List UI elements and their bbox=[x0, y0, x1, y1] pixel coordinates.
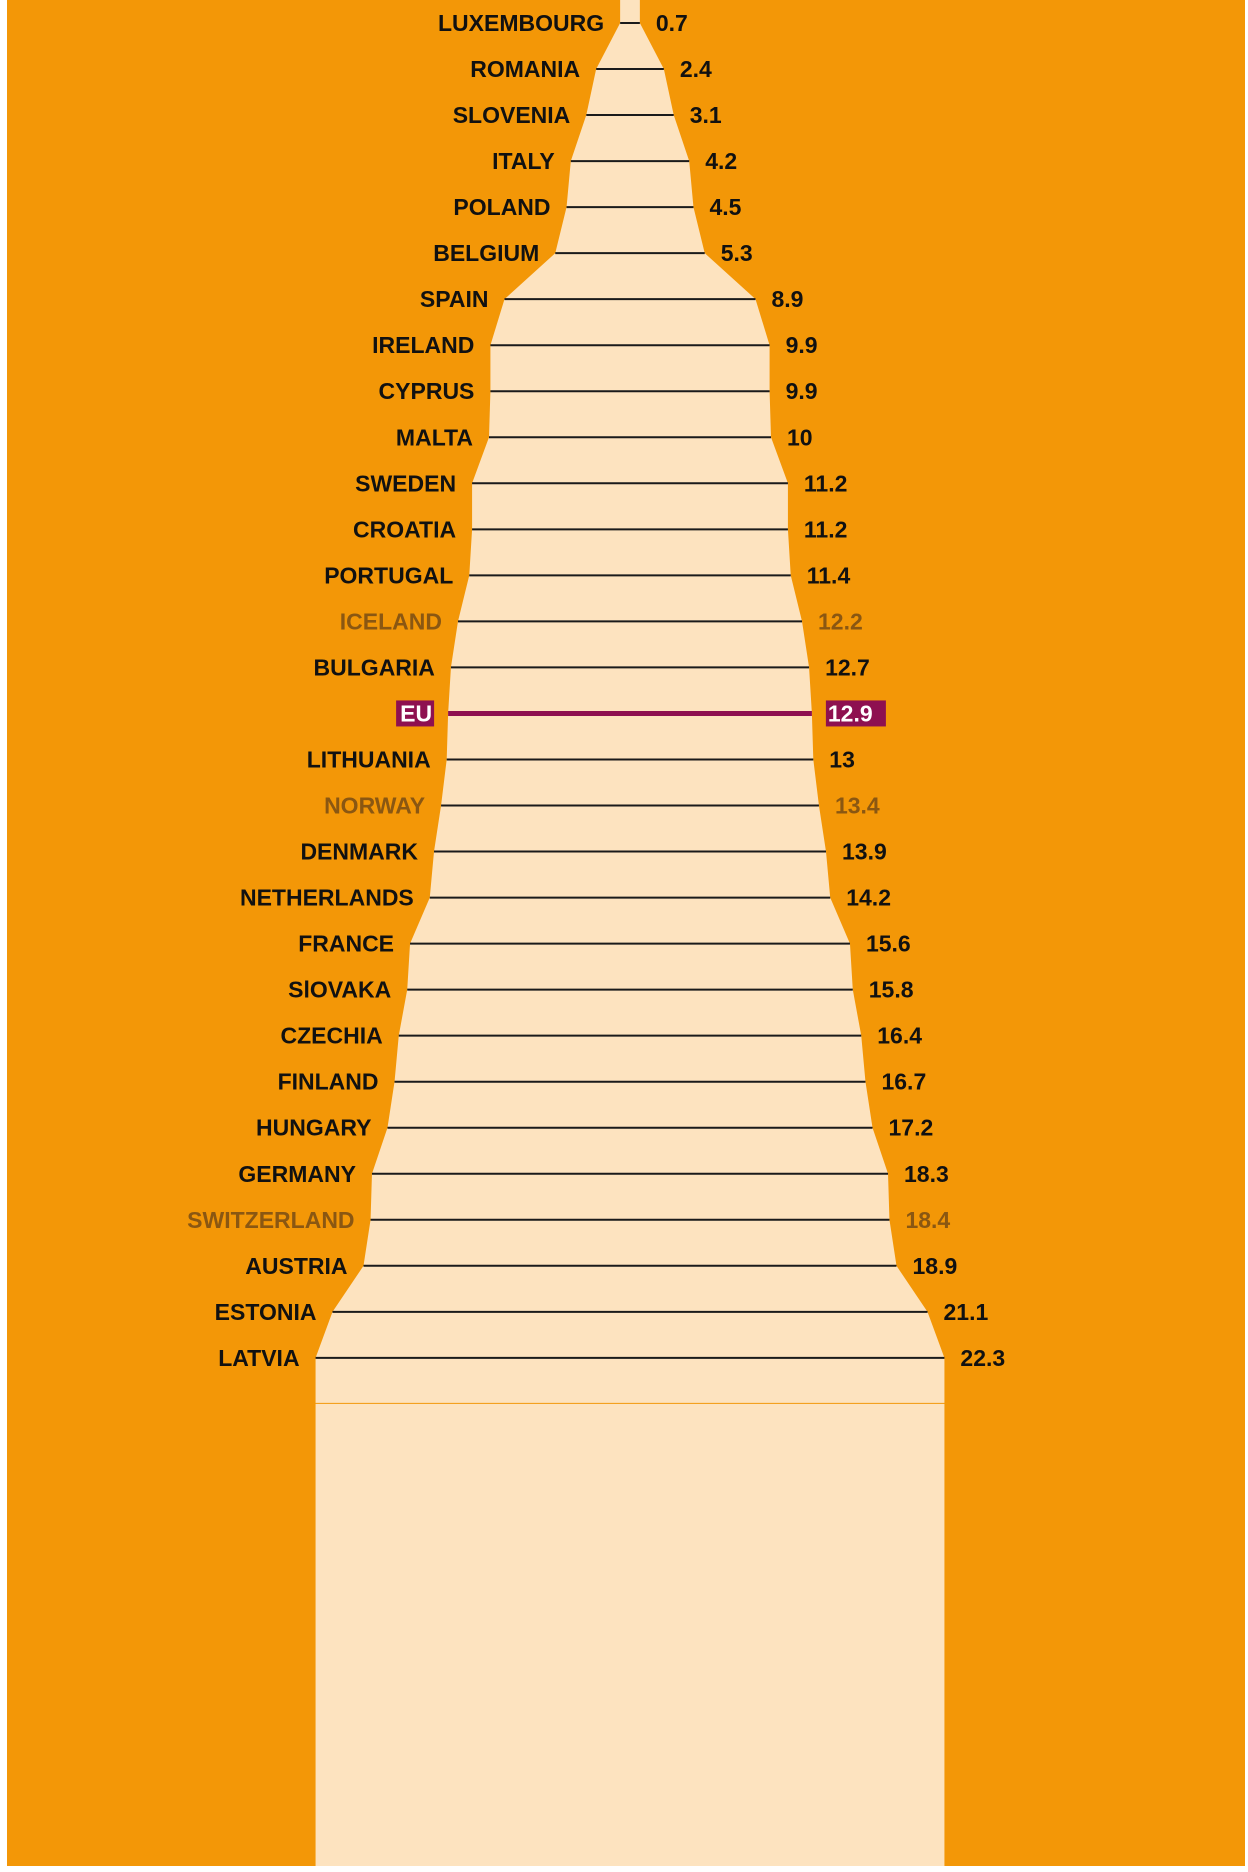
category-label: ICELAND bbox=[340, 608, 442, 634]
value-label: 4.5 bbox=[709, 194, 741, 220]
value-label: 17.2 bbox=[889, 1115, 934, 1141]
category-label: EU bbox=[400, 700, 432, 726]
category-label: ROMANIA bbox=[470, 56, 580, 82]
category-label: AUSTRIA bbox=[245, 1253, 347, 1279]
value-silhouette bbox=[315, 0, 945, 1403]
silhouette-base bbox=[315, 1403, 945, 1866]
value-label: 15.6 bbox=[866, 931, 911, 957]
value-label: 3.1 bbox=[690, 102, 722, 128]
value-label: 21.1 bbox=[944, 1299, 989, 1325]
category-label: PORTUGAL bbox=[324, 562, 453, 588]
value-label: 15.8 bbox=[869, 977, 914, 1003]
category-label: SWEDEN bbox=[355, 470, 456, 496]
category-label: CZECHIA bbox=[281, 1023, 383, 1049]
category-label: CYPRUS bbox=[379, 378, 475, 404]
value-label: 2.4 bbox=[680, 56, 712, 82]
value-label: 14.2 bbox=[846, 885, 891, 911]
value-label: 18.9 bbox=[912, 1253, 957, 1279]
value-label: 22.3 bbox=[960, 1345, 1005, 1371]
value-label: 12.9 bbox=[828, 700, 873, 726]
category-label: CROATIA bbox=[353, 516, 456, 542]
category-label: SlOVAKA bbox=[288, 977, 391, 1003]
eu-label-box bbox=[396, 700, 435, 727]
value-label: 11.2 bbox=[804, 516, 848, 542]
value-label: 12.7 bbox=[825, 654, 870, 680]
chart-marks: LUXEMBOURG 0.7 ROMANIA 2.4 SLOVENIA 3.1 ITALY 4… bbox=[187, 10, 1005, 1371]
value-label: 8.9 bbox=[771, 286, 803, 312]
value-label: 13 bbox=[829, 746, 855, 772]
value-label: 13.9 bbox=[842, 839, 887, 865]
value-label: 16.7 bbox=[881, 1069, 926, 1095]
category-label: SPAIN bbox=[420, 286, 489, 312]
category-label: LUXEMBOURG bbox=[438, 10, 604, 36]
category-label: FRANCE bbox=[298, 931, 394, 957]
value-label: 9.9 bbox=[786, 332, 818, 358]
category-label: ESTONIA bbox=[215, 1299, 317, 1325]
category-label: DENMARK bbox=[300, 839, 418, 865]
value-label: 16.4 bbox=[877, 1023, 922, 1049]
category-label: POLAND bbox=[453, 194, 550, 220]
value-label: 11.2 bbox=[804, 470, 848, 496]
category-label: HUNGARY bbox=[256, 1115, 371, 1141]
value-label: 4.2 bbox=[705, 148, 737, 174]
value-label: 18.4 bbox=[905, 1207, 950, 1233]
category-label: BULGARIA bbox=[314, 654, 435, 680]
category-label: NETHERLANDS bbox=[240, 885, 414, 911]
category-label: NORWAY bbox=[324, 793, 425, 819]
value-label: 9.9 bbox=[786, 378, 818, 404]
value-label: 12.2 bbox=[818, 608, 863, 634]
category-label: ITALY bbox=[492, 148, 555, 174]
value-label: 11.4 bbox=[807, 562, 851, 588]
value-label: 13.4 bbox=[835, 793, 880, 819]
value-label: 10 bbox=[787, 424, 813, 450]
category-label: SLOVENIA bbox=[453, 102, 571, 128]
value-label: 18.3 bbox=[904, 1161, 949, 1187]
eu-value-box bbox=[825, 700, 886, 727]
category-label: IRELAND bbox=[372, 332, 474, 358]
category-label: SWITZERLAND bbox=[187, 1207, 354, 1233]
category-label: MALTA bbox=[396, 424, 473, 450]
category-label: FINLAND bbox=[278, 1069, 379, 1095]
category-label: GERMANY bbox=[238, 1161, 356, 1187]
category-label: BELGIUM bbox=[433, 240, 539, 266]
category-label: LATVIA bbox=[218, 1345, 299, 1371]
value-label: 0.7 bbox=[656, 10, 688, 36]
value-label: 5.3 bbox=[721, 240, 753, 266]
category-label: LITHUANIA bbox=[307, 746, 431, 772]
